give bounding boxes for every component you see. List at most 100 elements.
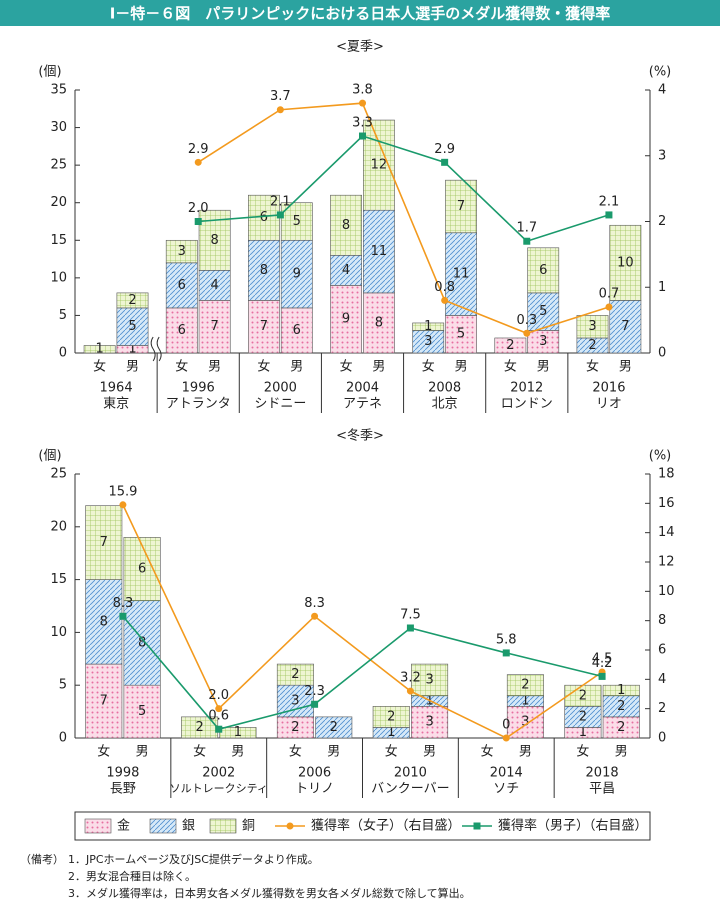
- data-label: 11: [371, 244, 388, 259]
- data-label: 6: [293, 323, 301, 338]
- rate-point: [311, 612, 319, 620]
- legend-swatch: [149, 818, 177, 834]
- data-label: 8: [138, 635, 146, 650]
- rate-point: [276, 211, 284, 219]
- x-tick-sublabel: アトランタ: [166, 397, 231, 412]
- x-tick-sublabel: アテネ: [343, 397, 382, 412]
- gender-label: 男: [615, 745, 628, 760]
- rate-label: 2.3: [304, 684, 325, 699]
- y-tick-label: 30: [50, 120, 67, 135]
- data-label: 3: [178, 244, 186, 259]
- data-label: 5: [128, 319, 136, 334]
- bar-segment: [412, 322, 445, 331]
- data-label: 4: [211, 278, 219, 293]
- data-label: 2: [579, 688, 587, 703]
- rate-point: [441, 296, 449, 304]
- data-label: 3: [425, 715, 433, 730]
- y-axis-title: (個): [38, 65, 61, 80]
- data-label: 3: [291, 694, 299, 709]
- y-tick-label: 5: [59, 678, 67, 693]
- y-tick-label: 10: [50, 270, 67, 285]
- gender-label: 女: [97, 744, 110, 760]
- rate-line: [122, 615, 603, 731]
- x-tick-sublabel: 東京: [103, 396, 129, 412]
- data-label: 7: [211, 319, 219, 334]
- data-label: 8: [211, 233, 219, 248]
- data-label: 9: [293, 267, 301, 282]
- y-tick-label: 5: [59, 308, 67, 323]
- y2-tick-label: 18: [658, 467, 675, 482]
- data-label: 7: [260, 319, 268, 334]
- x-tick-sublabel: シドニー: [254, 397, 306, 412]
- bar-segment: [198, 270, 231, 301]
- rate-label: 2.9: [188, 142, 209, 157]
- rate-label: 3.8: [352, 83, 373, 98]
- bar-segment: [83, 345, 116, 354]
- x-tick-sublabel: 長野: [110, 782, 136, 797]
- data-label: 1: [617, 683, 625, 698]
- rate-label: 0.3: [516, 313, 537, 328]
- bar-segment: [280, 307, 313, 354]
- bar-segment: [363, 119, 395, 211]
- legend-label: 獲得率（女子）（右目盛）: [311, 818, 461, 834]
- data-label: 12: [371, 158, 388, 173]
- gender-label: 女: [175, 359, 188, 375]
- y-tick-label: 35: [50, 83, 67, 98]
- data-label: 2: [617, 699, 625, 714]
- rate-line: [122, 504, 603, 739]
- rate-label: 3.7: [270, 89, 291, 104]
- y-tick-label: 15: [50, 233, 67, 248]
- legend-label: 銅: [242, 819, 255, 834]
- data-label: 6: [138, 562, 146, 577]
- data-label: 2: [291, 720, 299, 735]
- bar-segment: [494, 337, 527, 354]
- rate-point: [194, 158, 202, 166]
- data-label: 5: [457, 327, 465, 342]
- bar-segment: [315, 716, 353, 739]
- rate-point: [502, 734, 510, 742]
- subtitle: <夏季>: [336, 40, 384, 55]
- bar-segment: [411, 663, 449, 697]
- rate-label: 2.1: [599, 194, 620, 209]
- data-label: 8: [375, 315, 383, 330]
- axis-break: [150, 336, 162, 362]
- y2-tick-label: 14: [658, 525, 675, 540]
- x-tick-label: 2012: [510, 381, 543, 396]
- bar-segment: [198, 300, 231, 354]
- gender-label: 男: [372, 360, 385, 375]
- data-label: 6: [178, 323, 186, 338]
- rate-point: [119, 612, 127, 620]
- gender-label: 女: [385, 744, 398, 760]
- data-label: 2: [387, 709, 395, 724]
- rate-point: [194, 218, 202, 225]
- x-tick-sublabel: ソルトレークシティ: [170, 782, 268, 795]
- rate-point: [502, 649, 510, 657]
- x-tick-sublabel: バンクーバー: [371, 782, 450, 797]
- gender-label: 男: [208, 360, 221, 375]
- rate-line: [198, 135, 610, 243]
- rate-label: 0.6: [208, 709, 229, 724]
- data-label: 2: [128, 293, 136, 308]
- y-tick-label: 10: [50, 625, 67, 640]
- rate-label: 1.7: [516, 221, 537, 236]
- data-label: 7: [100, 694, 108, 709]
- rate-label: 15.9: [108, 484, 137, 499]
- data-label: 11: [453, 267, 470, 282]
- gender-label: 男: [290, 360, 303, 375]
- rate-point: [605, 211, 613, 219]
- legend-swatch: [286, 822, 294, 830]
- y2-tick-label: 0: [658, 346, 666, 361]
- data-label: 1: [128, 342, 136, 357]
- data-label: 2: [291, 667, 299, 682]
- data-label: 6: [260, 210, 268, 225]
- y2-tick-label: 4: [658, 83, 666, 98]
- data-label: 1: [96, 342, 104, 357]
- bar-segment: [248, 300, 280, 354]
- x-tick-sublabel: トリノ: [295, 782, 334, 797]
- gender-label: 男: [519, 745, 532, 760]
- data-label: 3: [521, 715, 529, 730]
- bar-segment: [609, 224, 642, 301]
- gender-label: 女: [340, 359, 353, 375]
- gender-label: 女: [422, 359, 435, 375]
- data-label: 2: [617, 720, 625, 735]
